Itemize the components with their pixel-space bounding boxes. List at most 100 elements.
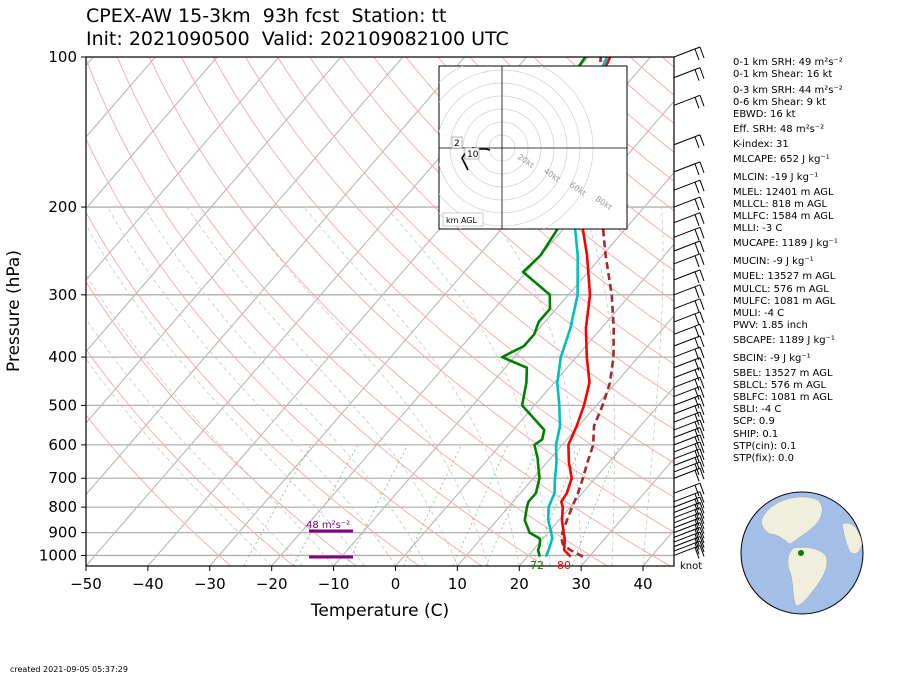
x-tick-label: −10 <box>318 575 350 593</box>
index-line: MLLCL: 818 m AGL <box>733 198 828 210</box>
wind-barb <box>673 240 705 255</box>
isotherm <box>518 386 674 566</box>
y-tick-label: 600 <box>48 436 77 454</box>
dewpoint-surface-label: 72 <box>530 559 544 572</box>
wind-barb <box>673 134 705 148</box>
wind-barb <box>673 311 705 326</box>
moist-adiabat <box>86 223 365 566</box>
wind-barb <box>673 335 705 350</box>
isotherm <box>86 57 466 496</box>
index-line: EBWD: 16 kt <box>733 109 796 121</box>
x-tick-label: 30 <box>572 575 591 593</box>
dry-adiabat <box>309 57 674 398</box>
hodo-height-10: 10 <box>467 150 479 160</box>
index-line: Eff. SRH: 48 m²s⁻² <box>733 124 825 136</box>
dry-adiabat <box>86 211 420 566</box>
index-line: 0-3 km SRH: 44 m²s⁻² <box>733 85 843 97</box>
wind-barb <box>673 226 705 241</box>
wind-barb <box>673 386 705 400</box>
x-tick-label: 40 <box>634 575 653 593</box>
wind-barb <box>673 212 705 226</box>
y-tick-label: 700 <box>48 469 77 487</box>
wind-barb <box>673 376 705 391</box>
index-line: K-index: 31 <box>733 138 789 150</box>
index-line: MLLFC: 1584 m AGL <box>733 211 834 223</box>
isotherm <box>86 57 218 210</box>
dry-adiabat <box>213 57 674 498</box>
wind-barb <box>673 196 705 211</box>
dry-adiabat <box>405 57 674 302</box>
y-tick-label: 1000 <box>39 546 77 564</box>
mixing-ratio-line <box>452 444 509 566</box>
y-tick-label: 300 <box>48 286 77 304</box>
y-tick-label: 800 <box>48 498 77 516</box>
wind-barb <box>673 467 705 482</box>
knot-label: knot <box>680 561 702 572</box>
hodo-units-label: km AGL <box>446 216 478 225</box>
wind-barb <box>673 179 705 194</box>
mixing-ratio-line <box>292 444 358 566</box>
wind-barb <box>673 411 705 426</box>
wind-barb <box>673 323 705 338</box>
hodo-height-2: 2 <box>454 139 460 149</box>
dry-adiabat <box>86 281 357 566</box>
isotherm <box>86 57 404 424</box>
moist-adiabat <box>642 207 664 566</box>
moist-adiabat <box>483 206 582 566</box>
wind-barb <box>673 531 705 546</box>
moist-adiabat <box>86 358 272 566</box>
x-tick-label: 20 <box>510 575 529 593</box>
wind-barb <box>673 482 705 497</box>
y-tick-label: 100 <box>48 48 77 66</box>
x-axis-label: Temperature (C) <box>310 601 449 621</box>
dry-adiabat <box>86 414 232 566</box>
index-line: STP(fix): 0.0 <box>733 452 794 464</box>
dry-adiabat <box>86 57 545 566</box>
moist-adiabat <box>143 206 427 566</box>
moist-adiabat <box>582 206 616 566</box>
dry-adiabat <box>437 57 674 272</box>
wind-barb <box>673 253 705 268</box>
station-marker <box>798 550 804 556</box>
moist-adiabat <box>385 206 551 566</box>
mixing-ratio-line <box>485 444 540 566</box>
temperature-surface-label: 80 <box>557 559 571 572</box>
index-line: MUEL: 13527 m AGL <box>733 271 836 283</box>
x-tick-label: −20 <box>256 575 288 593</box>
mixing-ratio-line <box>530 444 582 566</box>
dry-adiabat <box>341 57 674 365</box>
y-tick-label: 500 <box>48 396 77 414</box>
wind-barb <box>673 507 705 521</box>
isotherm <box>271 100 674 566</box>
wind-barb <box>673 269 705 284</box>
wind-barb <box>673 67 705 81</box>
index-line: MLEL: 12401 m AGL <box>733 186 834 198</box>
isotherm <box>580 457 674 566</box>
index-line: 0-6 km Shear: 9 kt <box>733 97 826 109</box>
x-tick-label: 10 <box>448 575 467 593</box>
wind-barb <box>673 394 705 409</box>
wind-barb <box>673 427 705 441</box>
profile-line-0 <box>559 57 612 558</box>
wind-barb <box>673 502 705 516</box>
locator-globe <box>740 491 864 615</box>
index-line: MLCIN: -19 J kg⁻¹ <box>733 171 819 183</box>
wind-barb <box>673 357 705 371</box>
wind-barb <box>673 540 705 555</box>
chart-title: CPEX-AW 15-3km 93h fcst Station: tt <box>86 5 447 27</box>
moist-adiabat <box>238 206 489 566</box>
dry-adiabat <box>86 137 483 566</box>
y-tick-label: 200 <box>48 198 77 216</box>
indices-panel: 0-1 km SRH: 49 m²s⁻² 0-1 km Shear: 16 kt… <box>733 57 903 465</box>
y-tick-label: 900 <box>48 524 77 542</box>
index-line: MUCIN: -9 J kg⁻¹ <box>733 256 814 268</box>
index-line: SHIP: 0.1 <box>733 428 779 440</box>
created-timestamp: created 2021-09-05 05:37:29 <box>10 665 128 674</box>
wind-barb <box>673 94 705 109</box>
index-line: SBCAPE: 1189 J kg⁻¹ <box>733 334 835 346</box>
wind-barb <box>673 512 705 526</box>
index-line: SBLI: -4 C <box>733 404 782 416</box>
isotherm <box>86 57 342 353</box>
x-tick-label: −50 <box>70 575 102 593</box>
